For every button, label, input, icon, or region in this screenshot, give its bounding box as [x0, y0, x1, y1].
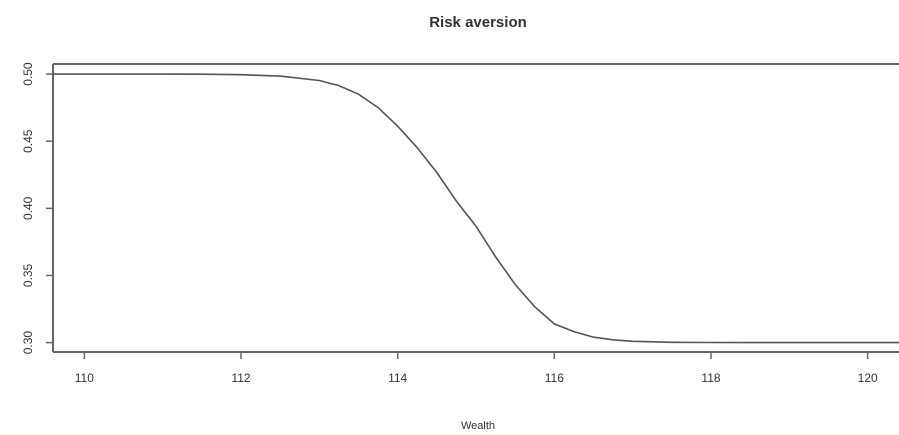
- y-tick-label: 0.40: [21, 196, 35, 220]
- x-tick-label: 114: [388, 371, 407, 385]
- y-tick-label: 0.45: [21, 129, 35, 153]
- y-tick-label: 0.30: [21, 331, 35, 355]
- y-tick-label: 0.50: [21, 62, 35, 86]
- x-axis-label: Wealth: [461, 420, 495, 432]
- chart-title: Risk aversion: [429, 14, 527, 31]
- series-line: [53, 73, 899, 344]
- x-tick-label: 120: [858, 371, 878, 385]
- x-tick-label: 112: [231, 371, 250, 385]
- x-tick-label: 110: [75, 371, 94, 385]
- x-axis: 110 112 114 116 118 120: [75, 352, 878, 385]
- x-tick-label: 116: [545, 371, 564, 385]
- y-tick-label: 0.35: [21, 263, 35, 287]
- y-axis: 0.30 0.35 0.40 0.45 0.50: [21, 62, 53, 354]
- x-tick-label: 118: [701, 371, 720, 385]
- plot-area: [52, 63, 899, 353]
